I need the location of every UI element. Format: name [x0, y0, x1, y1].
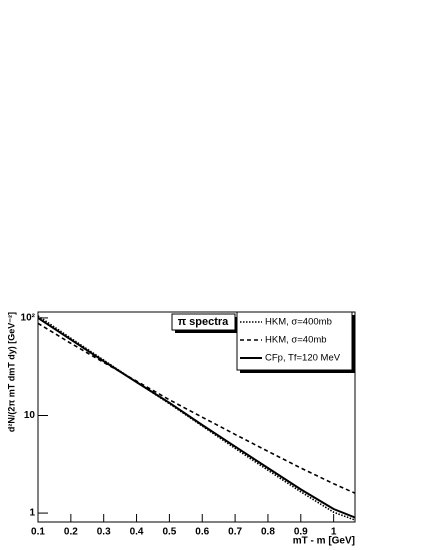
x-tick-label: 0.6	[195, 527, 209, 538]
x-tick-label: 0.5	[162, 527, 176, 538]
title-box	[171, 313, 236, 331]
y-tick-label: 1	[29, 508, 35, 519]
x-axis-label: mT - m [GeV]	[293, 536, 355, 547]
x-tick-label: 0.2	[64, 527, 78, 538]
x-tick-label: 0.8	[261, 527, 275, 538]
series-line	[37, 315, 356, 521]
legend-label: CFp, Tf=120 MeV	[265, 353, 341, 364]
y-axis-label: d²N/(2π mT dmT dy) [GeV⁻²]	[6, 312, 16, 432]
plot-frame	[37, 311, 356, 523]
x-tick-label: 0.9	[294, 527, 308, 538]
y-tick-label: 10²	[21, 313, 36, 324]
series-line	[37, 317, 356, 519]
chart-title: π spectra	[178, 316, 229, 328]
x-tick-label: 0.3	[97, 527, 111, 538]
legend-label: HKM, σ=400mb	[265, 317, 332, 328]
series-line	[37, 322, 356, 494]
x-tick-label: 0.7	[228, 527, 242, 538]
y-tick-label: 10	[24, 410, 36, 421]
x-tick-label: 0.1	[31, 527, 45, 538]
x-tick-label: 1	[331, 527, 337, 538]
x-tick-label: 0.4	[130, 527, 144, 538]
legend-label: HKM, σ=40mb	[265, 335, 327, 346]
